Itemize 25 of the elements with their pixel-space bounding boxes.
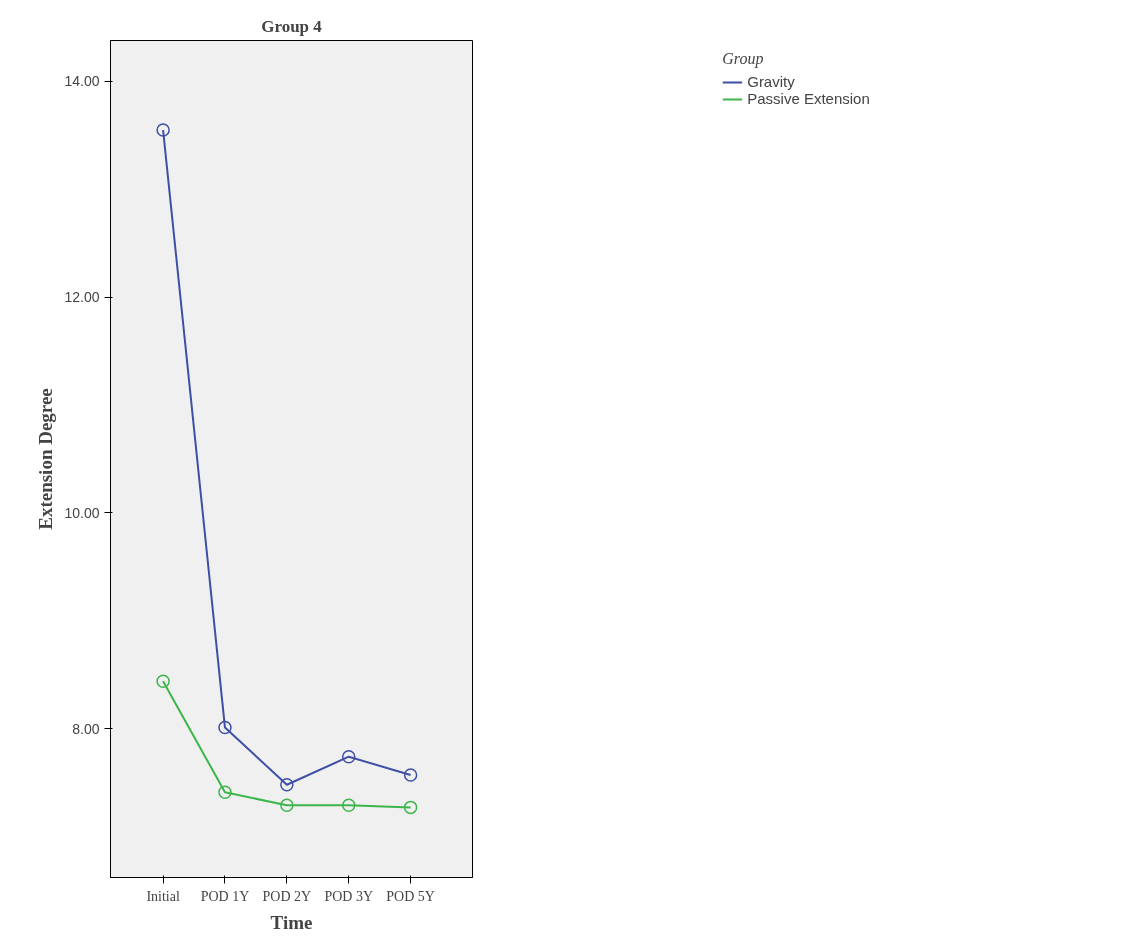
legend-title: Group (722, 50, 765, 68)
x-tick-label: POD 1Y (200, 888, 250, 904)
point (218, 720, 232, 735)
point (280, 778, 294, 792)
y-tick-label: 12.00 (64, 289, 100, 306)
x-tick-label: POD 5Y (386, 888, 435, 904)
x-tick-label: POD 3Y (324, 888, 374, 904)
point (403, 800, 418, 815)
point (341, 749, 356, 764)
y-axis-title: Extension Degree (35, 388, 57, 530)
point (156, 123, 170, 137)
point (341, 798, 356, 812)
x-tick-label: Initial (146, 888, 180, 904)
y-tick-label: 14.00 (64, 73, 100, 90)
y-tick-label: 8.00 (72, 720, 100, 737)
point (218, 785, 232, 800)
chart-title: Group 4 (261, 16, 323, 36)
legend-label: Gravity (747, 73, 795, 90)
x-axis-title: Time (270, 911, 313, 933)
y-tick-label: 10.00 (64, 504, 100, 521)
legend-label: Passive Extension (747, 90, 870, 107)
x-tick-label: POD 2Y (262, 888, 312, 904)
point (280, 798, 294, 812)
point (403, 768, 418, 782)
point (156, 674, 170, 688)
